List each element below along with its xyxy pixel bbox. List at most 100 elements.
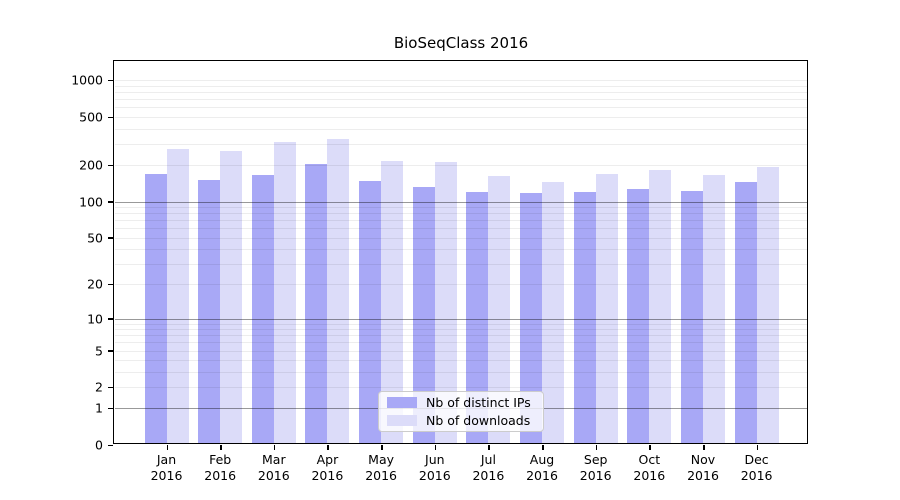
x-label-year: 2016	[257, 468, 290, 483]
x-tick-apr	[327, 445, 329, 450]
x-label-year: 2016	[365, 468, 397, 483]
x-tick-jan	[166, 445, 168, 450]
y-tick-label-20: 20	[87, 276, 103, 292]
x-label-dec: Dec 2016	[729, 452, 785, 484]
bar-downloads-sep	[595, 174, 618, 444]
y-tick-label-1: 1	[95, 400, 103, 416]
bar-downloads-feb	[220, 150, 243, 444]
gridline-minor-800	[114, 92, 808, 94]
x-label-feb: Feb 2016	[192, 452, 248, 484]
x-label-oct: Oct 2016	[621, 452, 677, 484]
legend-entry-distinct-ips: Nb of distinct IPs	[387, 395, 533, 410]
bar-downloads-dec	[756, 167, 779, 444]
y-tick-label-200: 200	[79, 157, 103, 173]
x-label-may: May 2016	[353, 452, 409, 484]
bar-downloads-apr	[327, 139, 350, 444]
x-label-jun: Jun 2016	[407, 452, 463, 484]
y-tick-label-100: 100	[79, 194, 103, 209]
bar-downloads-jan	[166, 149, 189, 444]
gridline-minor-500	[114, 117, 808, 118]
x-label-nov: Nov 2016	[675, 452, 731, 484]
gridline-minor-900	[114, 86, 808, 87]
chart-legend: Nb of distinct IPs Nb of downloads	[378, 391, 544, 432]
legend-label-distinct-ips: Nb of distinct IPs	[426, 395, 531, 410]
y-tick-0	[108, 444, 113, 446]
x-label-year: 2016	[472, 468, 505, 483]
x-label-jul: Jul 2016	[460, 452, 516, 484]
x-tick-jun	[434, 445, 437, 450]
y-tick-label-10: 10	[87, 311, 103, 326]
x-label-year: 2016	[526, 468, 558, 483]
gridline-minor-300	[114, 143, 808, 145]
x-label-year: 2016	[579, 468, 612, 483]
x-label-mar: Mar 2016	[246, 452, 302, 484]
y-tick-label-2: 2	[95, 379, 103, 395]
x-label-sep: Sep 2016	[568, 452, 624, 484]
bar-downloads-jul	[488, 175, 511, 444]
y-tick-10	[108, 318, 113, 320]
chart-title: BioSeqClass 2016	[393, 34, 529, 52]
legend-entry-downloads: Nb of downloads	[387, 413, 533, 428]
y-tick-label-500: 500	[79, 109, 103, 125]
bar-ips-dec	[734, 182, 757, 444]
x-tick-mar	[273, 445, 276, 450]
x-label-year: 2016	[687, 468, 719, 483]
bar-downloads-may	[381, 161, 404, 444]
x-tick-aug	[542, 445, 544, 450]
y-tick-label-5: 5	[95, 343, 103, 358]
x-tick-may	[381, 445, 383, 450]
x-tick-nov	[703, 445, 705, 450]
bar-ips-jul	[466, 191, 489, 444]
bar-ips-oct	[627, 188, 650, 444]
bar-ips-mar	[251, 174, 274, 444]
bar-ips-may	[359, 181, 382, 444]
bar-ips-jan	[144, 173, 167, 444]
x-label-year: 2016	[150, 468, 183, 483]
x-tick-dec	[756, 445, 759, 450]
y-tick-20	[108, 283, 113, 286]
x-label-year: 2016	[740, 468, 773, 483]
x-tick-feb	[220, 445, 222, 450]
y-tick-label-1000: 1000	[71, 72, 103, 88]
y-tick-100	[108, 201, 113, 203]
gridline-minor-200	[114, 165, 808, 167]
gridline-minor-600	[114, 107, 808, 109]
x-tick-oct	[649, 445, 651, 450]
bar-ips-jun	[412, 186, 435, 444]
x-label-aug: Aug 2016	[514, 452, 570, 484]
x-tick-jul	[488, 445, 490, 450]
bar-downloads-aug	[542, 182, 564, 444]
y-tick-label-50: 50	[87, 230, 103, 245]
y-tick-1	[108, 407, 113, 410]
y-tick-5	[108, 350, 113, 352]
x-label-apr: Apr 2016	[299, 452, 355, 484]
x-label-year: 2016	[418, 468, 451, 483]
legend-swatch-distinct-ips	[387, 397, 417, 408]
x-label-year: 2016	[311, 468, 344, 483]
bar-downloads-jun	[434, 162, 457, 444]
x-label-year: 2016	[204, 468, 237, 483]
y-tick-500	[108, 116, 113, 118]
y-tick-50	[108, 237, 113, 239]
gridline-minor-400	[114, 128, 808, 130]
bar-downloads-oct	[649, 170, 672, 444]
y-tick-1000	[108, 79, 113, 82]
bar-ips-nov	[681, 191, 703, 444]
legend-swatch-downloads	[387, 415, 417, 426]
bar-downloads-nov	[703, 174, 725, 444]
y-tick-200	[108, 164, 113, 167]
bar-downloads-mar	[273, 141, 296, 444]
x-label-jan: Jan 2016	[139, 452, 195, 484]
x-label-year: 2016	[633, 468, 666, 483]
gridline-minor-700	[114, 99, 808, 101]
bar-ips-apr	[305, 164, 328, 444]
legend-label-downloads: Nb of downloads	[426, 413, 531, 428]
bar-ips-feb	[198, 179, 221, 444]
bar-ips-aug	[520, 192, 542, 444]
gridline-minor-1000	[114, 80, 808, 82]
bar-ips-sep	[573, 191, 596, 444]
x-tick-sep	[595, 445, 598, 450]
y-tick-label-0: 0	[95, 437, 103, 453]
y-tick-2	[108, 386, 113, 388]
